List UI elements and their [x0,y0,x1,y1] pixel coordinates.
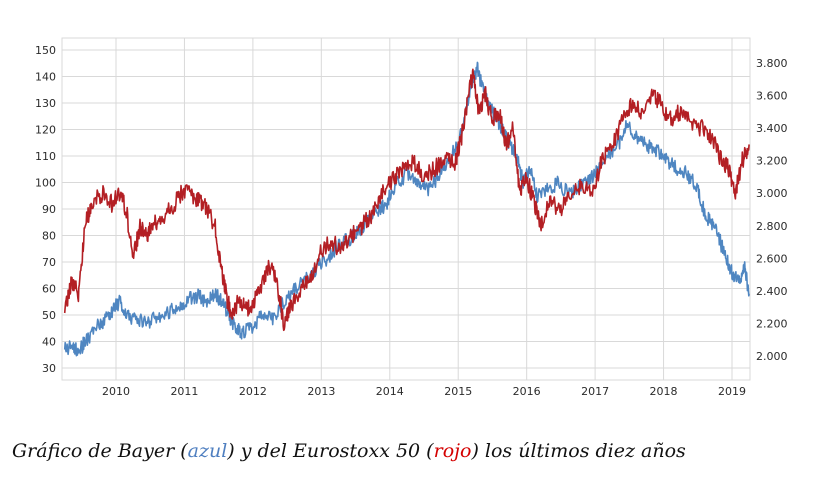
left-tick-label: 60 [42,283,56,296]
grid-layer [61,37,751,381]
x-tick-label: 2013 [307,385,335,398]
right-tick-label: 3.800 [756,57,788,70]
x-tick-label: 2017 [581,385,609,398]
series-line-bayer [63,61,750,357]
left-tick-label: 150 [35,44,56,57]
left-tick-label: 100 [35,177,56,190]
right-tick-label: 2.800 [756,220,788,233]
left-tick-label: 110 [35,150,56,163]
chart-caption: Gráfico de Bayer (azul) y del Eurostoxx … [12,440,686,462]
right-axis-labels: 3.800 3.600 3.400 3.200 3.000 2.800 2.600 2.400… [756,57,788,363]
left-tick-label: 140 [35,71,56,84]
right-tick-label: 2.200 [756,317,788,330]
right-tick-label: 2.600 [756,252,788,265]
series-line-eurostoxx50 [63,68,750,332]
x-tick-label: 2014 [376,385,404,398]
x-tick-label: 2011 [170,385,198,398]
left-tick-label: 130 [35,97,56,110]
caption-red-word: rojo [433,440,472,462]
left-tick-label: 70 [42,256,56,269]
series-layer [63,61,750,357]
right-tick-label: 3.600 [756,90,788,103]
x-tick-label: 2019 [718,385,746,398]
x-tick-label: 2015 [444,385,472,398]
right-tick-label: 2.000 [756,350,788,363]
right-tick-label: 3.000 [756,187,788,200]
caption-prefix: Gráfico de Bayer ( [12,440,188,462]
left-tick-label: 80 [42,230,56,243]
x-axis-labels: 2010 2011 2012 2013 2014 2015 2016 2017 2018 2019 [102,385,746,398]
left-axis-labels: 150 140 130 120 110 100 90 80 70 60 50 40 30 [35,44,56,375]
left-tick-label: 120 [35,124,56,137]
caption-blue-word: azul [187,440,228,462]
caption-suffix: ) los últimos diez años [471,440,686,462]
right-tick-label: 3.200 [756,155,788,168]
left-tick-label: 40 [42,336,56,349]
left-tick-label: 50 [42,309,56,322]
right-tick-label: 2.400 [756,285,788,298]
left-tick-label: 30 [42,362,56,375]
x-tick-label: 2012 [239,385,267,398]
x-tick-label: 2016 [513,385,541,398]
x-tick-label: 2018 [650,385,678,398]
right-tick-label: 3.400 [756,122,788,135]
caption-middle: ) y del Eurostoxx 50 ( [227,440,434,462]
left-tick-label: 90 [42,203,56,216]
x-tick-label: 2010 [102,385,130,398]
